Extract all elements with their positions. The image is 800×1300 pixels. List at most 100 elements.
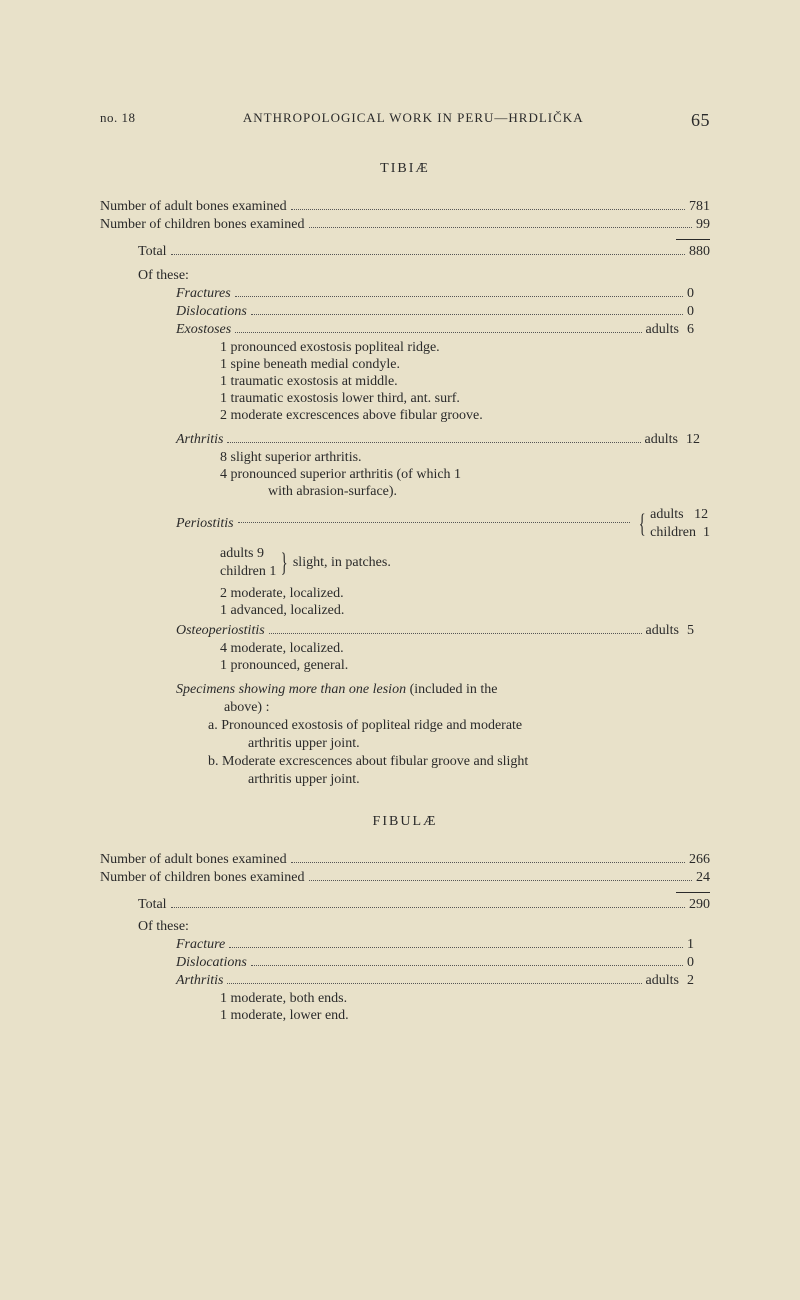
list-item: 1 advanced, localized. <box>220 603 710 619</box>
label: Number of children bones examined <box>100 217 305 233</box>
line-dislocations-2: Dislocations 0 <box>176 955 710 971</box>
list-item: 1 moderate, lower end. <box>220 1008 710 1024</box>
leader <box>227 442 640 443</box>
list-item: 1 pronounced exostosis popliteal ridge. <box>220 340 710 356</box>
line-children-bones: Number of children bones examined 99 <box>100 217 710 233</box>
label: Fracture <box>176 937 225 953</box>
specimens-a2: arthritis upper joint. <box>248 736 710 752</box>
line-dislocations: Dislocations 0 <box>176 304 710 320</box>
line-fractures: Fractures 0 <box>176 286 710 302</box>
children-value: 1 <box>703 525 710 540</box>
running-head-center: ANTHROPOLOGICAL WORK IN PERU—HRDLIČKA <box>243 110 584 131</box>
value: 12 <box>686 432 700 448</box>
page: no. 18 ANTHROPOLOGICAL WORK IN PERU—HRDL… <box>0 0 800 1085</box>
leader <box>227 983 641 984</box>
list-item: 4 pronounced superior arthritis (of whic… <box>220 467 710 483</box>
leader <box>171 254 685 255</box>
value: 781 <box>689 199 710 215</box>
brace-rows: adults 9 children 1 <box>220 545 276 580</box>
list-item: 1 traumatic exostosis lower third, ant. … <box>220 391 710 407</box>
brace-tail: slight, in patches. <box>293 555 391 571</box>
line-osteoperiostitis: Osteoperiostitis adults 5 <box>176 623 710 639</box>
line-exostoses: Exostoses adults 6 <box>176 322 710 338</box>
label: Osteoperiostitis <box>176 623 265 639</box>
label: Arthritis <box>176 973 223 989</box>
adults-value: 12 <box>694 507 708 522</box>
label: Number of adult bones examined <box>100 852 287 868</box>
leader <box>251 314 683 315</box>
children-label: children <box>650 525 696 540</box>
leader <box>171 907 685 908</box>
leader <box>309 880 693 881</box>
periostitis-items: 2 moderate, localized. 1 advanced, local… <box>220 586 710 619</box>
list-item: 1 spine beneath medial condyle. <box>220 357 710 373</box>
leader <box>235 296 683 297</box>
rule <box>676 239 710 240</box>
value: 0 <box>687 304 694 320</box>
value: 2 <box>687 973 694 989</box>
value: 880 <box>689 244 710 260</box>
value: 0 <box>687 955 694 971</box>
label: Total <box>138 244 167 260</box>
exostoses-items: 1 pronounced exostosis popliteal ridge. … <box>220 340 710 424</box>
suffix: adults <box>645 432 678 448</box>
heading-fibulae: FIBULÆ <box>100 814 710 830</box>
value: 1 <box>687 937 694 953</box>
label: Arthritis <box>176 432 223 448</box>
brace-icon: } <box>281 551 288 574</box>
leader <box>291 209 685 210</box>
value: 290 <box>689 897 710 913</box>
leader <box>238 522 630 523</box>
line-total-2: Total 290 <box>138 897 710 913</box>
specimens-b2: arthritis upper joint. <box>248 772 710 788</box>
value: 0 <box>687 286 694 302</box>
suffix: adults <box>646 623 679 639</box>
specimens-b: b. Moderate excrescences about fibular g… <box>176 754 710 770</box>
line-arthritis: Arthritis adults 12 <box>176 432 710 448</box>
value: 6 <box>687 322 694 338</box>
running-head: no. 18 ANTHROPOLOGICAL WORK IN PERU—HRDL… <box>100 110 710 131</box>
label: Total <box>138 897 167 913</box>
leader <box>291 862 685 863</box>
label: Dislocations <box>176 304 247 320</box>
specimens-a: a. Pronounced exostosis of popliteal rid… <box>176 718 710 734</box>
line-total: Total 880 <box>138 244 710 260</box>
list-item: 1 traumatic exostosis at middle. <box>220 374 710 390</box>
line-adult-bones: Number of adult bones examined 781 <box>100 199 710 215</box>
list-item: 1 moderate, both ends. <box>220 991 710 1007</box>
suffix: adults <box>646 973 679 989</box>
brace-icon: { <box>638 512 645 535</box>
value: 5 <box>687 623 694 639</box>
list-item: 2 moderate, localized. <box>220 586 710 602</box>
value: 24 <box>696 870 710 886</box>
leader <box>309 227 693 228</box>
line-fracture-2: Fracture 1 <box>176 937 710 953</box>
leader <box>229 947 683 948</box>
of-these: Of these: <box>138 268 710 284</box>
line-arthritis-2: Arthritis adults 2 <box>176 973 710 989</box>
list-item: 8 slight superior arthritis. <box>220 450 710 466</box>
line-children-bones-2: Number of children bones examined 24 <box>100 870 710 886</box>
label: Number of adult bones examined <box>100 199 287 215</box>
list-item: 4 moderate, localized. <box>220 641 710 657</box>
label: Exostoses <box>176 322 231 338</box>
leader <box>235 332 641 333</box>
specimens-lead: Specimens showing more than one lesion (… <box>176 682 710 698</box>
list-item: 2 moderate excrescences above fibular gr… <box>220 408 710 424</box>
page-number: 65 <box>691 110 710 131</box>
specimens-block: Specimens showing more than one lesion (… <box>176 682 710 788</box>
running-head-left: no. 18 <box>100 110 136 131</box>
label: Fractures <box>176 286 231 302</box>
brace-row: adults 9 <box>220 545 276 563</box>
arthritis-items-2: 1 moderate, both ends. 1 moderate, lower… <box>220 991 710 1024</box>
specimens-lead-tail: (included in the <box>406 682 497 697</box>
value: 266 <box>689 852 710 868</box>
of-these-2: Of these: <box>138 919 710 935</box>
line-adult-bones-2: Number of adult bones examined 266 <box>100 852 710 868</box>
leader <box>251 965 683 966</box>
rule <box>676 892 710 893</box>
osteo-items: 4 moderate, localized. 1 pronounced, gen… <box>220 641 710 674</box>
line-periostitis: Periostitis { adults 12 children 1 <box>176 506 710 541</box>
list-item: 1 pronounced, general. <box>220 658 710 674</box>
brace-row: children 1 <box>220 563 276 581</box>
